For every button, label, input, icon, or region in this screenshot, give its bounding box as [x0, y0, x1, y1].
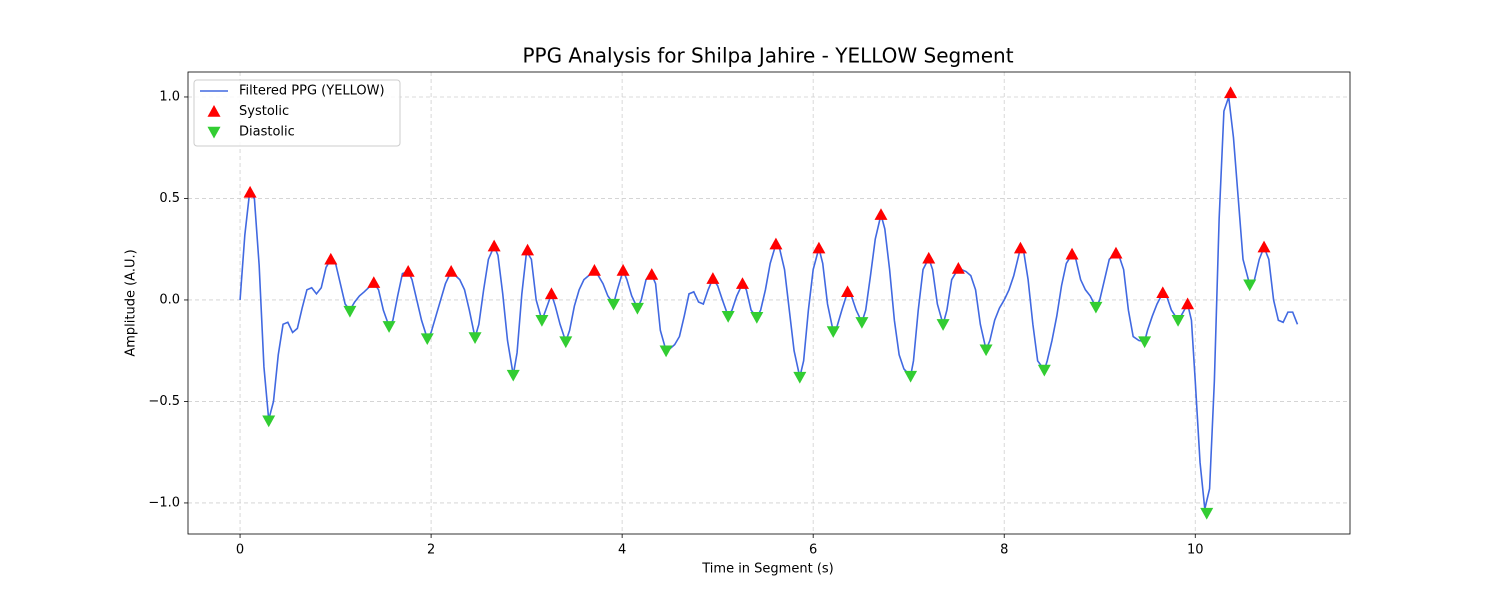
systolic-marker: [324, 252, 338, 265]
plot-frame: [187, 71, 1351, 535]
systolic-marker: [1109, 246, 1123, 259]
diastolic-marker: [826, 326, 840, 338]
x-tick-label: 0: [236, 543, 244, 558]
diastolic-marker: [936, 319, 950, 331]
systolic-marker: [841, 285, 855, 298]
systolic-marker: [1156, 286, 1170, 299]
legend-swatch: [207, 126, 221, 139]
systolic-marker: [951, 261, 965, 274]
systolic-marker: [544, 287, 558, 300]
diastolic-marker: [1138, 336, 1152, 349]
y-tick-label: 0.5: [159, 191, 180, 206]
y-tick-label: 0.0: [159, 292, 180, 307]
x-tick-label: 6: [809, 543, 817, 558]
diastolic-marker: [1171, 315, 1185, 327]
diastolic-marker: [535, 315, 549, 327]
systolic-marker: [1181, 297, 1195, 310]
diastolic-marker: [559, 336, 573, 349]
systolic-marker: [521, 243, 535, 256]
diastolic-marker: [262, 415, 276, 428]
systolic-marker: [243, 185, 257, 198]
y-tick-label: −0.5: [148, 394, 180, 409]
legend-label: Filtered PPG (YELLOW): [239, 84, 385, 99]
systolic-marker: [706, 272, 720, 284]
systolic-marker: [812, 241, 826, 254]
diastolic-marker: [904, 370, 918, 383]
diastolic-marker: [468, 332, 482, 345]
systolic-marker: [487, 239, 501, 252]
systolic-marker: [769, 237, 783, 250]
x-tick-label: 4: [618, 543, 626, 558]
diastolic-marker: [343, 305, 357, 318]
diastolic-marker: [1089, 301, 1103, 314]
systolic-marker: [735, 277, 749, 289]
systolic-marker: [1065, 247, 1079, 260]
legend-label: Systolic: [239, 104, 289, 119]
diastolic-marker: [1037, 364, 1051, 377]
diastolic-marker: [420, 333, 434, 346]
systolic-marker: [367, 276, 381, 288]
y-tick-label: −1.0: [148, 495, 180, 510]
x-tick-label: 10: [1187, 543, 1204, 558]
systolic-marker: [401, 265, 415, 277]
systolic-marker: [645, 268, 659, 280]
diastolic-marker: [630, 302, 644, 315]
diastolic-marker: [750, 312, 764, 324]
diastolic-marker: [793, 371, 807, 384]
chart-title: PPG Analysis for Shilpa Jahire - YELLOW …: [522, 44, 1013, 68]
x-axis-label: Time in Segment (s): [701, 562, 833, 577]
systolic-marker: [616, 264, 630, 276]
ppg-line: [239, 96, 1299, 510]
systolic-marker: [922, 251, 936, 264]
y-axis-label: Amplitude (A.U.): [124, 249, 139, 356]
legend-label: Diastolic: [239, 125, 295, 140]
systolic-marker: [1224, 86, 1238, 99]
diastolic-marker: [506, 369, 520, 382]
diastolic-marker: [1200, 507, 1214, 520]
x-tick-label: 2: [427, 543, 435, 558]
systolic-marker: [587, 264, 601, 276]
x-tick-label: 8: [1000, 543, 1008, 558]
diastolic-marker: [1243, 279, 1257, 292]
systolic-marker: [1013, 241, 1027, 254]
systolic-marker: [444, 265, 458, 277]
diastolic-marker: [979, 344, 993, 357]
systolic-marker: [874, 208, 888, 220]
diastolic-marker: [382, 321, 396, 333]
diastolic-marker: [855, 317, 869, 329]
diastolic-marker: [721, 310, 735, 323]
legend-swatch: [207, 105, 221, 117]
legend-box: [193, 79, 401, 147]
diastolic-marker: [607, 298, 621, 311]
diastolic-marker: [659, 345, 673, 358]
y-tick-label: 1.0: [159, 89, 180, 104]
systolic-marker: [1257, 240, 1271, 253]
